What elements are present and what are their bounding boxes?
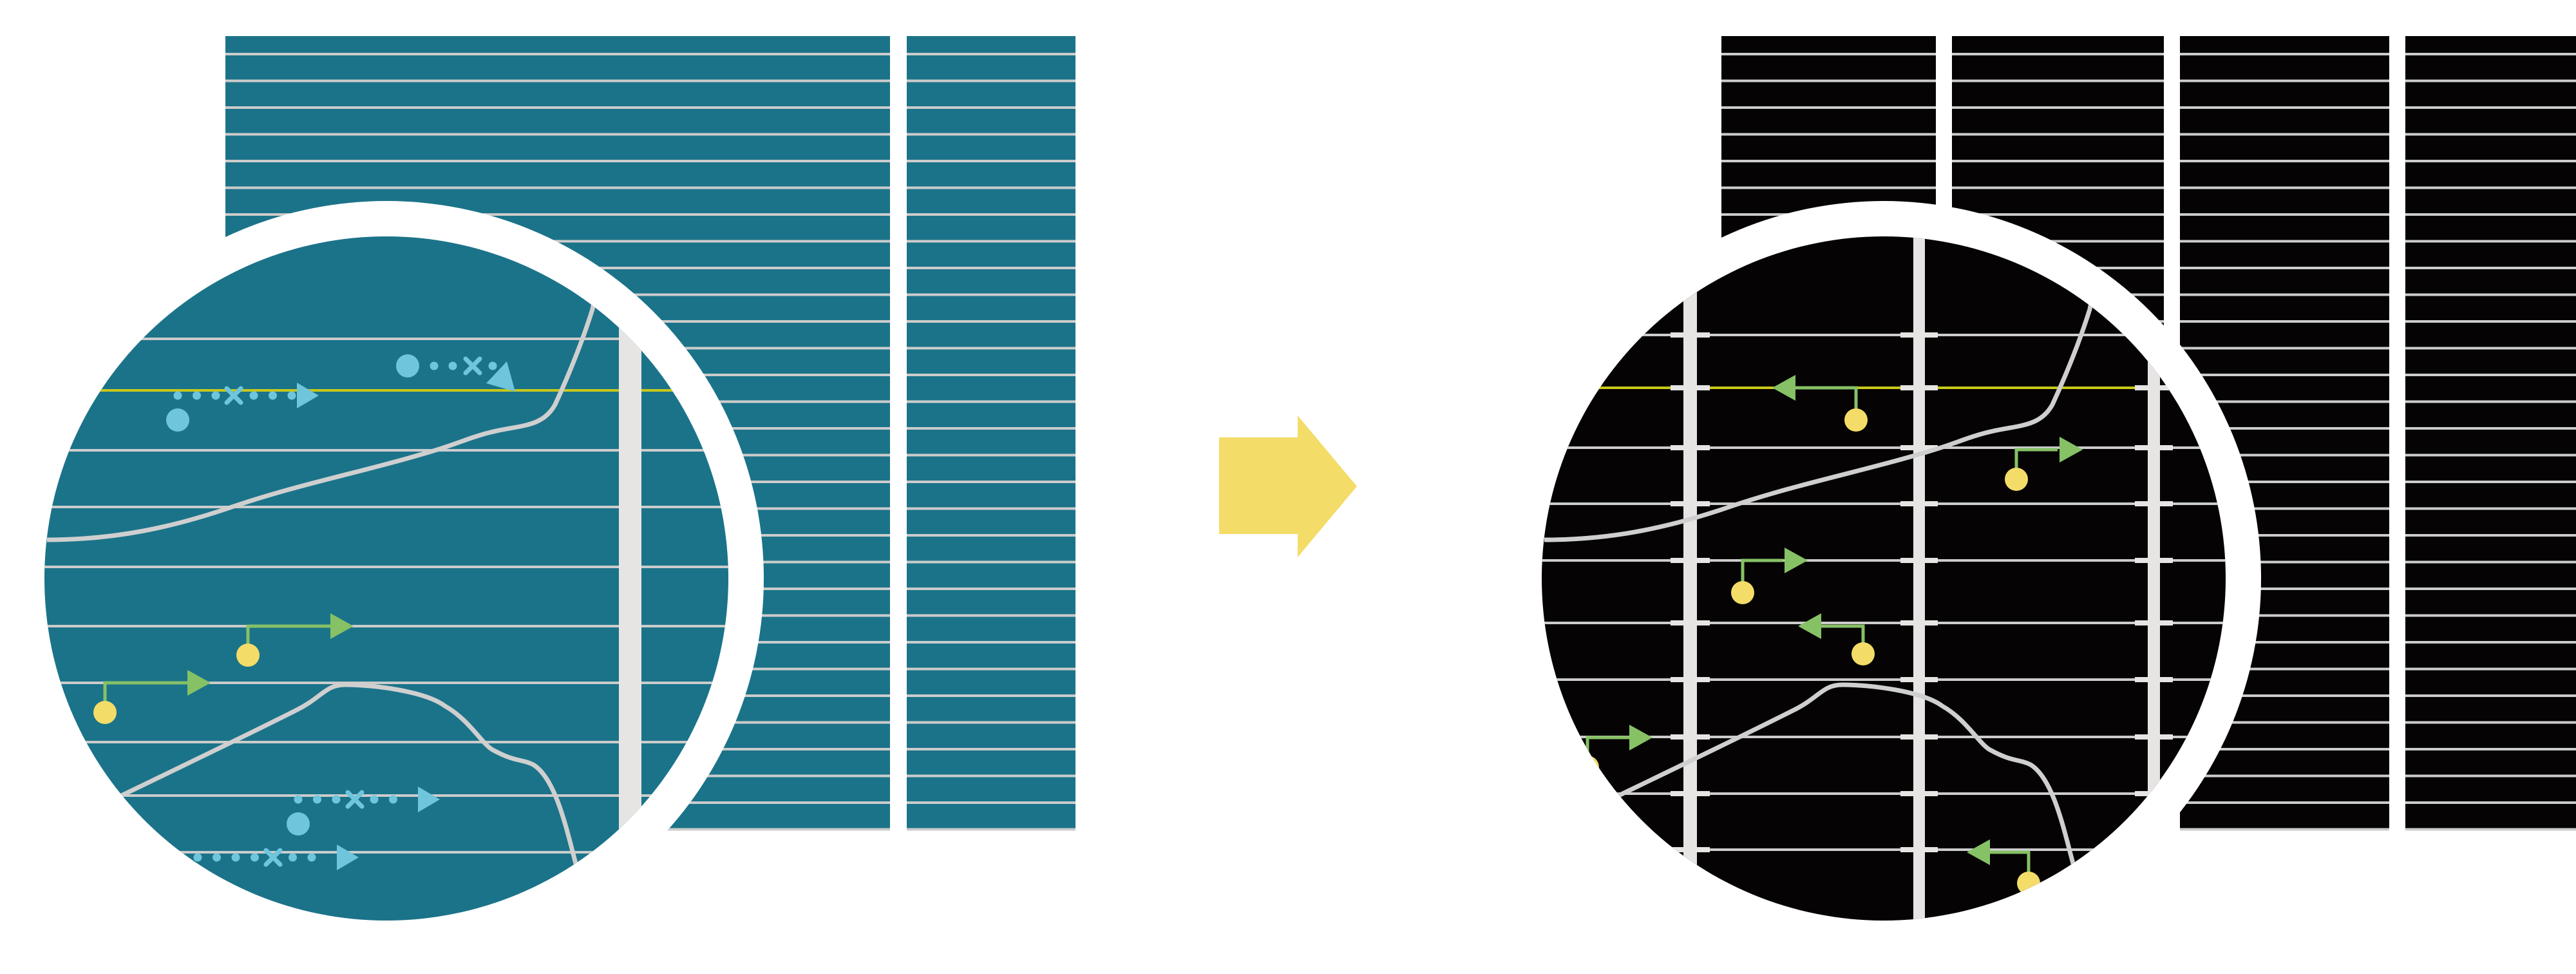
magnified-content (44, 236, 728, 921)
green-arrowhead-icon (1772, 375, 1795, 401)
upper-band-curve (1544, 275, 2099, 542)
magnified-background (44, 236, 728, 921)
blue-dot-marker (488, 361, 497, 370)
bar-tick (2135, 558, 2173, 563)
bar-tick (1900, 677, 1938, 682)
blue-dot-marker (313, 795, 321, 804)
vertical-bar (2148, 236, 2160, 921)
yellow-carrier-dot (236, 644, 260, 667)
green-arrowhead-icon (1629, 725, 1653, 750)
bar-tick (1671, 734, 1710, 740)
bar-tick (1900, 847, 1938, 852)
bar-tick (1900, 734, 1938, 740)
right-magnified-view (1542, 236, 2226, 921)
bar-tick (1671, 791, 1710, 796)
blue-dot-marker (173, 391, 182, 400)
green-arrowhead-icon (187, 670, 211, 696)
bar-tick (1671, 558, 1710, 563)
vertical-bar (1913, 236, 1925, 921)
vertical-bar (1683, 236, 1697, 921)
bar-tick (2135, 734, 2173, 740)
cross-marker-icon (224, 386, 243, 405)
yellow-carrier-dot (93, 701, 117, 724)
bar-tick (1900, 620, 1938, 625)
green-arrowhead-icon (1967, 839, 1990, 865)
green-arrowhead-icon (2060, 437, 2083, 463)
blue-dot-marker (294, 795, 303, 804)
green-arrowhead-icon (1798, 613, 1821, 639)
blue-dot-marker (389, 795, 397, 804)
bar-tick (1671, 332, 1710, 338)
blue-dot-marker (332, 795, 341, 804)
blue-arrowhead-icon (297, 383, 319, 408)
blue-dot-marker (213, 853, 221, 862)
vertical-bar (619, 236, 641, 921)
blue-dot-marker (251, 853, 259, 862)
bar-tick (2135, 501, 2173, 506)
cross-marker-icon (263, 848, 283, 867)
bar-tick (1900, 501, 1938, 506)
bar-tick (1900, 445, 1938, 450)
bar-tick (2135, 385, 2173, 390)
blue-dot-marker (269, 391, 277, 400)
bar-tick (1671, 445, 1710, 450)
panel-column (2405, 36, 2576, 830)
cross-marker-icon (345, 790, 365, 809)
yellow-carrier-dot (1844, 408, 1868, 432)
panel-column (907, 36, 1075, 830)
blue-dot-marker (370, 795, 379, 804)
yellow-carrier-dot (1852, 642, 1875, 665)
blue-dot-marker (231, 853, 240, 862)
bar-tick (2135, 620, 2173, 625)
lower-band-curve (1548, 682, 2092, 921)
blue-dot-marker (211, 391, 220, 400)
blue-dot-marker (448, 361, 457, 370)
bar-tick (1900, 385, 1938, 390)
blue-arrowhead-icon (418, 787, 440, 812)
magnified-background (1542, 236, 2226, 921)
bar-tick (1671, 620, 1710, 625)
blue-dot-marker (193, 391, 201, 400)
bar-tick (1671, 385, 1710, 390)
blue-carrier-dot (396, 354, 419, 377)
yellow-carrier-dot (2005, 468, 2028, 491)
bar-tick (1671, 677, 1710, 682)
magnified-content (1542, 236, 2226, 921)
bar-tick (1671, 847, 1710, 852)
bar-tick (1900, 791, 1938, 796)
bar-tick (1900, 558, 1938, 563)
bar-tick (2135, 445, 2173, 450)
left-magnified-view (44, 236, 728, 921)
blue-carrier-dot (166, 408, 189, 432)
blue-arrowhead-icon (486, 361, 515, 392)
blue-dot-marker (193, 853, 202, 862)
blue-dot-marker (249, 391, 258, 400)
yellow-carrier-dot (1731, 581, 1754, 604)
lower-band-curve (50, 682, 595, 921)
blue-carrier-dot (287, 812, 310, 836)
blue-dot-marker (287, 391, 296, 400)
blue-dot-marker (307, 853, 316, 862)
blue-dot-marker (289, 853, 297, 862)
right-arrow-icon (1219, 415, 1357, 557)
green-arrowhead-icon (330, 613, 354, 639)
blue-arrowhead-icon (337, 845, 359, 870)
bar-tick (1671, 501, 1710, 506)
green-arrowhead-icon (1785, 548, 1808, 573)
blue-dot-marker (430, 361, 439, 370)
bar-tick (2135, 677, 2173, 682)
cross-marker-icon (463, 356, 482, 376)
bar-tick (1900, 332, 1938, 338)
upper-band-curve (46, 275, 601, 542)
